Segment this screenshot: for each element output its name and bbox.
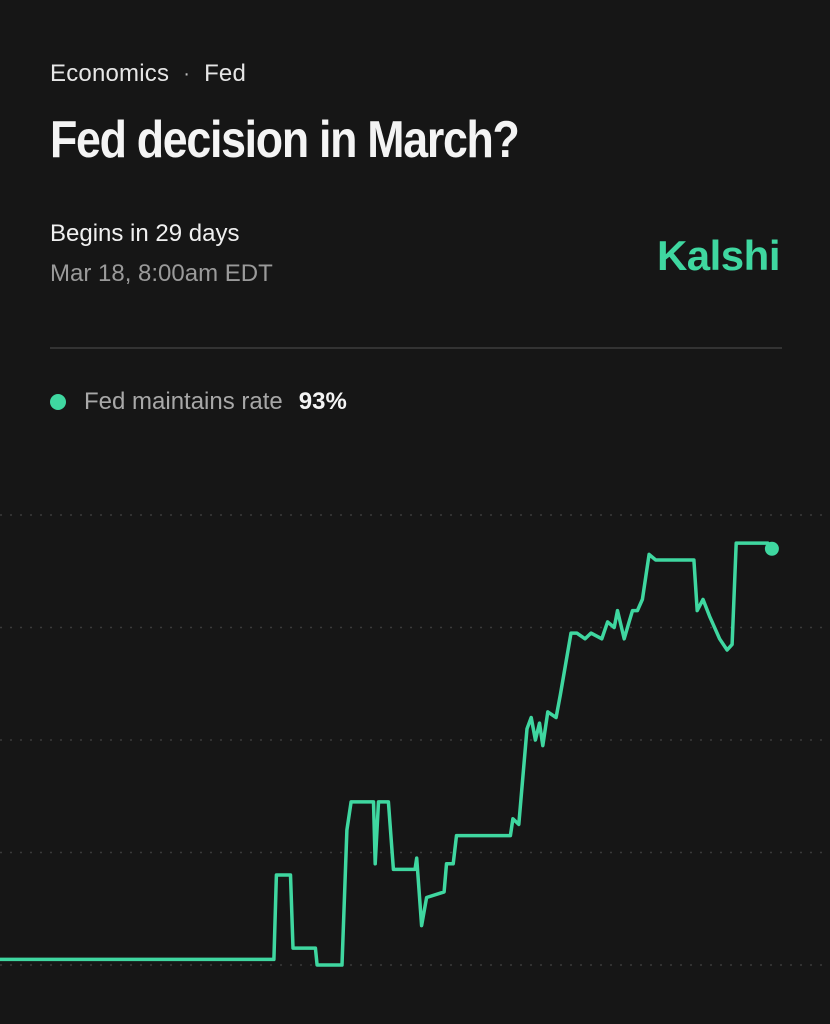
breadcrumb: Economics · Fed — [50, 60, 246, 88]
event-date-text: Mar 18, 8:00am EDT — [50, 260, 273, 287]
page-title: Fed decision in March? — [50, 111, 520, 169]
legend-series-value: 93% — [298, 388, 347, 415]
divider — [50, 347, 782, 349]
kalshi-logo[interactable]: Kalshi — [656, 232, 781, 279]
legend-dot-icon — [50, 394, 66, 410]
chart-legend: Fed maintains rate 93% — [50, 388, 347, 416]
series-line — [0, 541, 774, 967]
breadcrumb-separator: · — [183, 62, 191, 85]
breadcrumb-subcategory[interactable]: Fed — [204, 60, 247, 87]
breadcrumb-category[interactable]: Economics — [50, 60, 170, 87]
last-point-marker — [764, 541, 779, 556]
legend-series-name: Fed maintains rate — [84, 388, 283, 415]
event-begins-text: Begins in 29 days — [50, 220, 240, 247]
